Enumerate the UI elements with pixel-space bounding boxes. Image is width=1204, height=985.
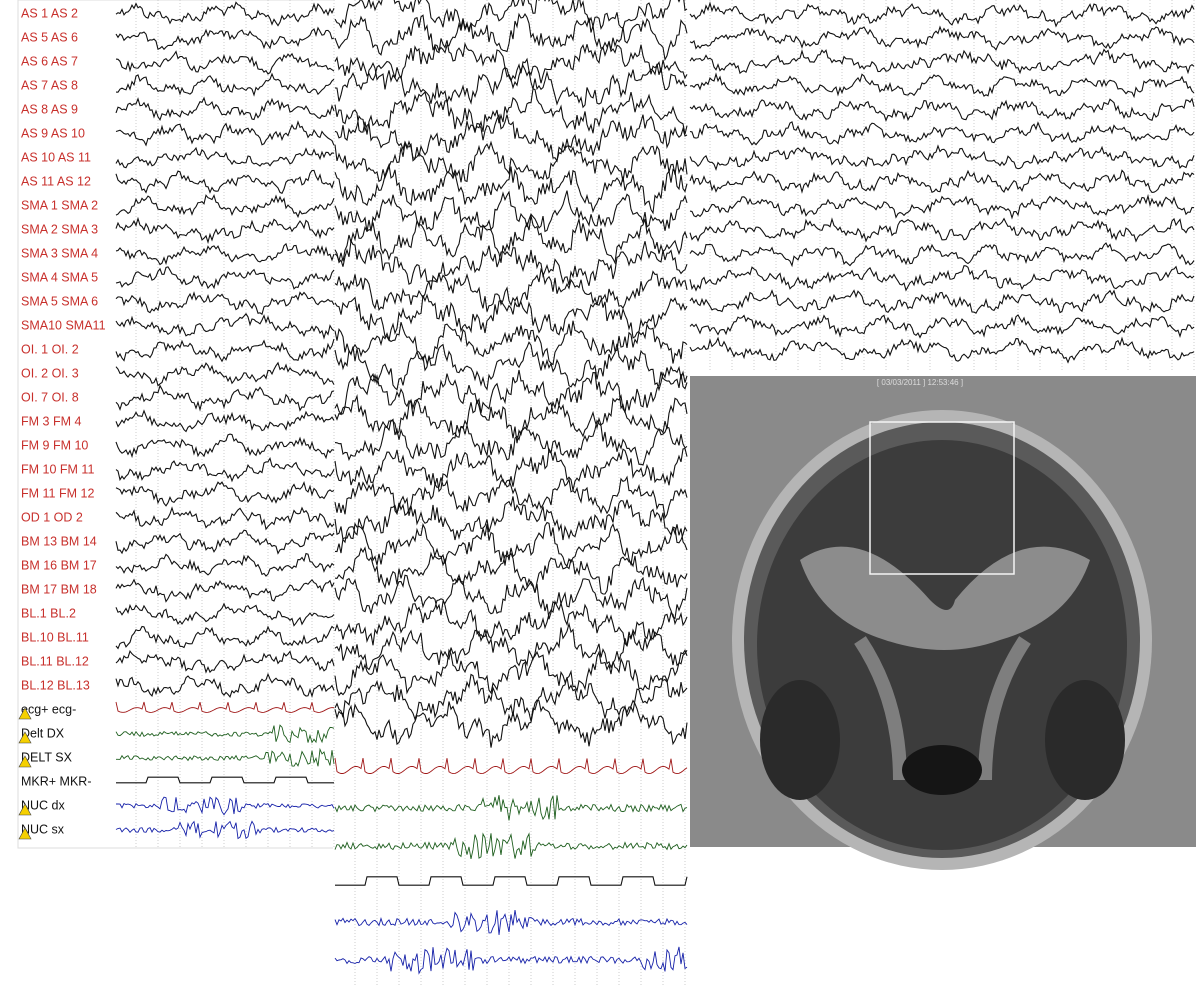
mri-timestamp: [ 03/03/2011 ] 12:53:46 ] xyxy=(877,378,963,387)
channel-label: BL.12 BL.13 xyxy=(21,678,90,692)
mri-image: [ 03/03/2011 ] 12:53:46 ] xyxy=(690,376,1196,870)
channel-label: DELT SX xyxy=(21,750,73,764)
channel-label: BM 16 BM 17 xyxy=(21,558,97,572)
channel-label: MKR+ MKR- xyxy=(21,774,92,788)
channel-label: AS 10 AS 11 xyxy=(21,150,91,164)
channel-label: FM 3 FM 4 xyxy=(21,414,81,428)
channel-label: ecg+ ecg- xyxy=(21,702,76,716)
channel-label: BM 17 BM 18 xyxy=(21,582,97,596)
channel-label: OD 1 OD 2 xyxy=(21,510,83,524)
figure: [ 03/03/2011 ] 12:53:46 ] AS 1 AS 2 AS 5 … xyxy=(0,0,1204,985)
channel-label: SMA 2 SMA 3 xyxy=(21,222,98,236)
channel-label: BL.10 BL.11 xyxy=(21,630,89,644)
channel-label: BM 13 BM 14 xyxy=(21,534,97,548)
channel-label: AS 7 AS 8 xyxy=(21,78,78,92)
channel-label: OI. 2 OI. 3 xyxy=(21,366,79,380)
channel-label: SMA 4 SMA 5 xyxy=(21,270,98,284)
channel-label: FM 11 FM 12 xyxy=(21,486,94,500)
channel-label: OI. 1 OI. 2 xyxy=(21,342,79,356)
channel-label: AS 6 AS 7 xyxy=(21,54,78,68)
channel-label: SMA 1 SMA 2 xyxy=(21,198,98,212)
channel-label: SMA10 SMA11 xyxy=(21,318,106,332)
channel-label: AS 9 AS 10 xyxy=(21,126,85,140)
channel-label: AS 5 AS 6 xyxy=(21,30,78,44)
channel-label: FM 9 FM 10 xyxy=(21,438,88,452)
channel-label: AS 11 AS 12 xyxy=(21,174,91,188)
channel-label: SMA 5 SMA 6 xyxy=(21,294,98,308)
channel-label: OI. 7 OI. 8 xyxy=(21,390,79,404)
channel-label: AS 8 AS 9 xyxy=(21,102,78,116)
channel-label: FM 10 FM 11 xyxy=(21,462,94,476)
channel-label: BL.1 BL.2 xyxy=(21,606,76,620)
channel-label: BL.11 BL.12 xyxy=(21,654,89,668)
channel-label: SMA 3 SMA 4 xyxy=(21,246,98,260)
channel-label: AS 1 AS 2 xyxy=(21,6,78,20)
